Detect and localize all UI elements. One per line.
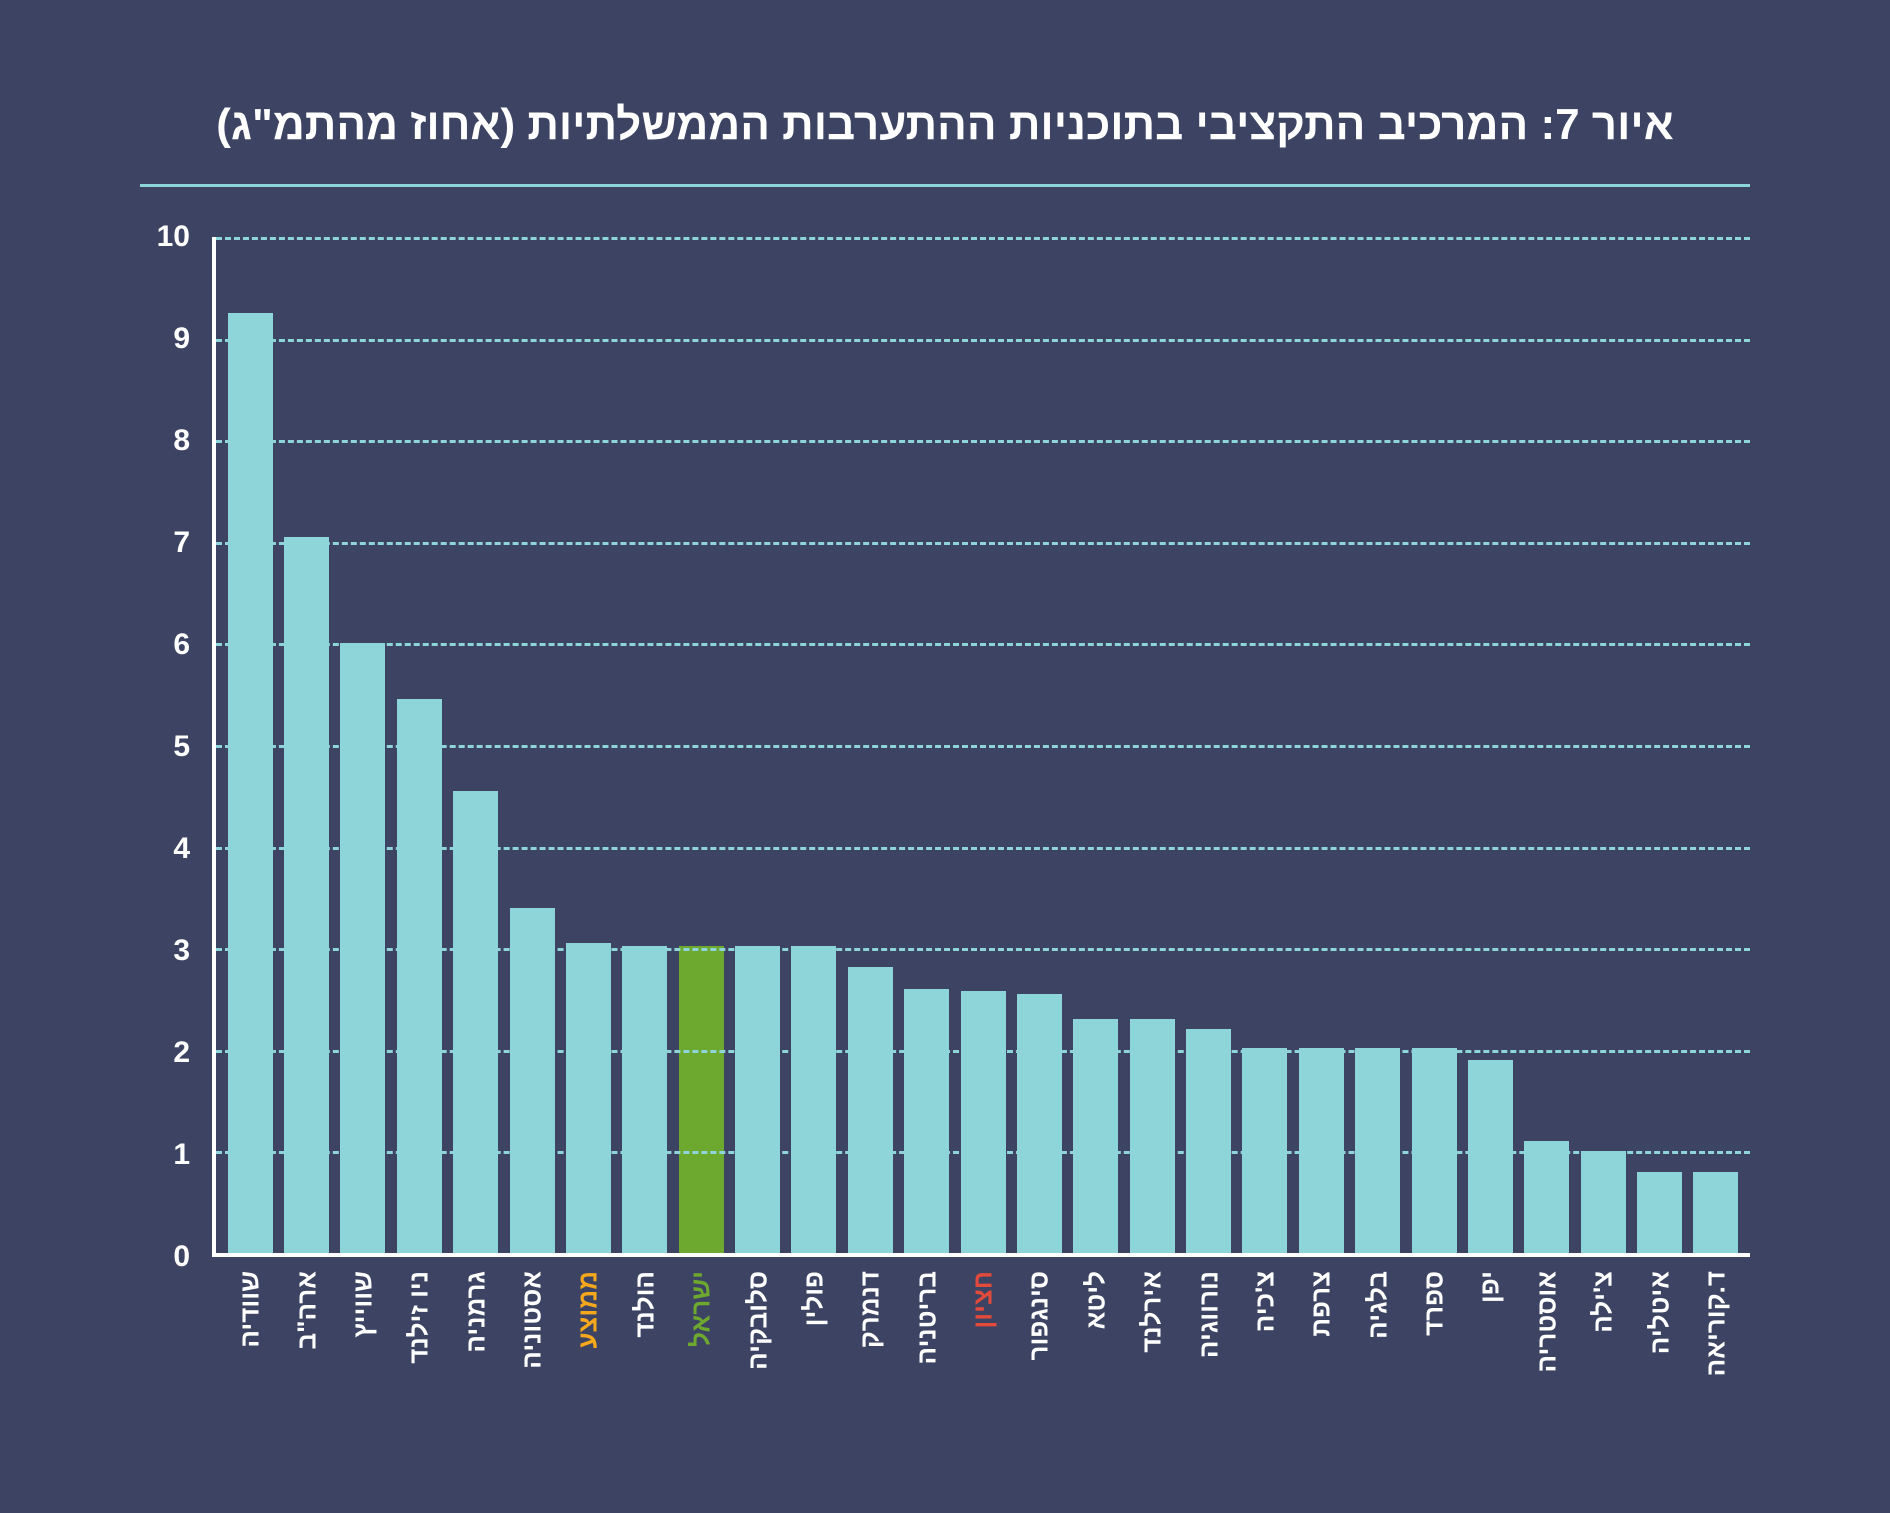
grid-line — [216, 1050, 1750, 1053]
x-axis-label: יפן — [1475, 1271, 1506, 1303]
x-axis-label: גרמניה — [460, 1271, 491, 1353]
grid-line — [216, 237, 1750, 240]
chart-area: 012345678910 שוודיהארה"בשווייץניו זילנדג… — [140, 237, 1750, 1257]
bar — [622, 946, 667, 1253]
x-axis-label: שווייץ — [347, 1271, 378, 1338]
grid-line — [216, 745, 1750, 748]
x-axis-label: בלגיה — [1362, 1271, 1393, 1339]
x-axis-label: נורווגיה — [1193, 1271, 1224, 1358]
x-axis-label: בריטניה — [911, 1271, 942, 1364]
x-axis-label: ארה"ב — [291, 1271, 322, 1349]
bar — [1693, 1172, 1738, 1253]
bar — [510, 908, 555, 1253]
bar — [904, 989, 949, 1253]
y-tick-label: 1 — [173, 1138, 190, 1172]
y-axis: 012345678910 — [140, 237, 212, 1257]
bar — [453, 791, 498, 1253]
x-axis-label: אוסטריה — [1531, 1271, 1562, 1373]
bar — [961, 991, 1006, 1253]
y-tick-label: 0 — [173, 1240, 190, 1274]
bar — [1412, 1048, 1457, 1253]
x-axis-label: אירלנד — [1137, 1271, 1168, 1353]
bar — [848, 967, 893, 1254]
plot-area — [212, 237, 1750, 1257]
x-axis-label: ישראל — [686, 1271, 717, 1347]
y-tick-label: 5 — [173, 730, 190, 764]
bar — [679, 946, 724, 1253]
bar — [566, 943, 611, 1253]
bar — [228, 313, 273, 1253]
bar — [1637, 1172, 1682, 1253]
bar — [1073, 1019, 1118, 1253]
x-axis-label: ספרד — [1419, 1271, 1450, 1336]
x-axis-label: ליטא — [1080, 1271, 1111, 1329]
grid-line — [216, 440, 1750, 443]
x-axis-label: סלובקיה — [742, 1271, 773, 1370]
x-axis-label: הולנד — [629, 1271, 660, 1338]
grid-line — [216, 1151, 1750, 1154]
bar — [1355, 1048, 1400, 1253]
x-axis-label: צ'ילה — [1588, 1271, 1619, 1333]
bar — [1299, 1048, 1344, 1253]
y-tick-label: 10 — [157, 220, 190, 254]
grid-line — [216, 948, 1750, 951]
chart-container: איור 7: המרכיב התקציבי בתוכניות ההתערבות… — [0, 0, 1890, 1513]
x-axis-label: אסטוניה — [517, 1271, 548, 1369]
x-axis-label: דנמרק — [855, 1271, 886, 1348]
x-axis-label: ממוצע — [573, 1271, 604, 1349]
grid-line — [216, 847, 1750, 850]
bar — [1242, 1048, 1287, 1253]
y-tick-label: 4 — [173, 832, 190, 866]
y-tick-label: 3 — [173, 934, 190, 968]
x-axis-label: צ'כיה — [1249, 1271, 1280, 1332]
grid-line — [216, 339, 1750, 342]
bar — [791, 946, 836, 1253]
x-axis-label: ניו זילנד — [404, 1271, 435, 1364]
y-tick-label: 7 — [173, 526, 190, 560]
x-axis-label: ד.קוריאה — [1700, 1271, 1731, 1376]
x-axis-label: שוודיה — [235, 1271, 266, 1348]
bar — [1524, 1141, 1569, 1253]
bar — [1581, 1151, 1626, 1253]
y-tick-label: 8 — [173, 424, 190, 458]
bar — [735, 946, 780, 1253]
x-axis-label: חציון — [968, 1271, 999, 1329]
grid-line — [216, 542, 1750, 545]
x-axis-label: צרפת — [1306, 1271, 1337, 1337]
bar — [1468, 1060, 1513, 1253]
bar — [1017, 994, 1062, 1253]
bar — [1186, 1029, 1231, 1253]
chart-title: איור 7: המרכיב התקציבי בתוכניות ההתערבות… — [140, 100, 1750, 187]
bar — [1130, 1019, 1175, 1253]
y-tick-label: 6 — [173, 628, 190, 662]
grid-line — [216, 643, 1750, 646]
bar — [397, 699, 442, 1253]
x-axis-label: פולין — [798, 1271, 829, 1326]
y-tick-label: 9 — [173, 322, 190, 356]
x-axis-label: סינגפור — [1024, 1271, 1055, 1360]
y-tick-label: 2 — [173, 1036, 190, 1070]
x-axis-label: איטליה — [1644, 1271, 1675, 1354]
